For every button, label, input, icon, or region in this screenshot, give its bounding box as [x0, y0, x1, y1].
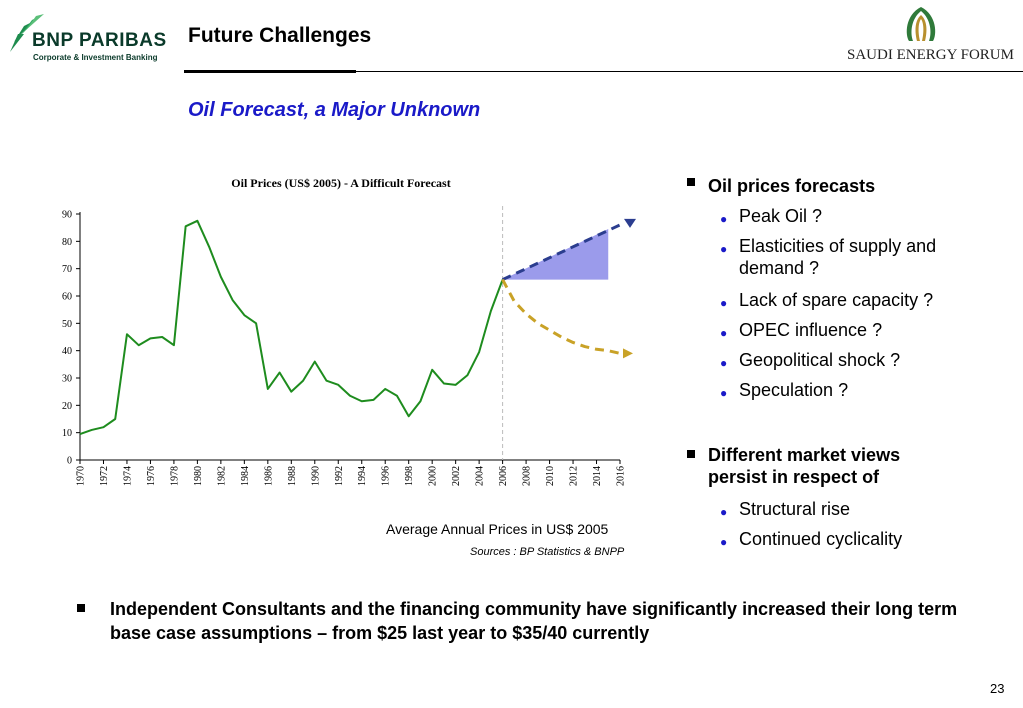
x-tick-label: 2016 [616, 466, 627, 486]
x-tick-label: 1970 [76, 466, 87, 486]
y-tick-label: 30 [62, 374, 72, 385]
bottom-bullet-text: Independent Consultants and the financin… [110, 599, 958, 643]
x-tick-label: 1994 [357, 466, 368, 486]
page-title: Future Challenges [188, 24, 372, 47]
bullet-square [687, 450, 695, 458]
dot-bullet-icon: ● [720, 505, 728, 519]
x-tick-label: 1972 [99, 466, 110, 486]
y-tick-label: 50 [62, 319, 72, 330]
dot-bullet-icon: ● [720, 296, 728, 310]
dot-bullet-icon: ● [720, 212, 728, 226]
logo-tagline: Corporate & Investment Banking [33, 53, 158, 62]
sub-bullet-item: Structural rise [739, 499, 851, 519]
x-tick-label: 1978 [169, 466, 180, 486]
chart-canvas: Oil Prices (US$ 2005) - A Difficult Fore… [62, 176, 636, 486]
logo-name: BNP PARIBAS [32, 30, 167, 51]
sub-bullet-item: OPEC influence ? [739, 320, 883, 340]
x-tick-label: 1974 [122, 466, 133, 486]
x-tick-label: 2008 [522, 466, 533, 486]
sub-bullet-item: Geopolitical shock ? [739, 350, 901, 370]
x-tick-label: 1984 [240, 466, 251, 486]
dot-bullet-icon: ● [720, 326, 728, 340]
x-tick-label: 1982 [216, 466, 227, 486]
y-tick-label: 10 [62, 428, 72, 439]
oil-price-chart: Oil Prices (US$ 2005) - A Difficult Fore… [40, 170, 640, 510]
x-tick-label: 2004 [475, 466, 486, 486]
dot-bullet-icon: ● [720, 242, 728, 256]
bird-flight-icon [10, 14, 44, 52]
x-tick-label: 1996 [381, 466, 392, 486]
bullet-heading-2: Different market views persist in respec… [708, 445, 901, 487]
leaf-arch-icon [906, 7, 936, 41]
x-tick-label: 1990 [310, 466, 321, 486]
sub-bullet-item: Lack of spare capacity ? [739, 290, 934, 310]
slide-subtitle: Oil Forecast, a Major Unknown [188, 99, 481, 121]
title-rule-thick [184, 70, 356, 73]
chart-title: Oil Prices (US$ 2005) - A Difficult Fore… [231, 176, 450, 190]
low-forecast-line [501, 278, 621, 355]
x-tick-label: 2006 [498, 466, 509, 486]
y-tick-label: 90 [62, 210, 72, 221]
chart-caption: Average Annual Prices in US$ 2005 [386, 521, 609, 537]
x-tick-label: 2010 [545, 466, 556, 486]
bnp-paribas-logo: BNP PARIBAS Corporate & Investment Banki… [6, 10, 176, 70]
y-tick-label: 60 [62, 292, 72, 303]
x-tick-label: 1992 [334, 466, 345, 486]
bullet-heading-1: Oil prices forecasts [708, 176, 876, 196]
sub-bullet-item: Peak Oil ? [739, 206, 823, 226]
chart-sources: Sources : BP Statistics & BNPP [470, 546, 625, 558]
historical-price-line [79, 219, 504, 435]
dot-bullet-icon: ● [720, 386, 728, 400]
x-tick-label: 1988 [287, 466, 298, 486]
x-tick-label: 2014 [592, 466, 603, 486]
x-tick-label: 2002 [451, 466, 462, 486]
y-tick-label: 20 [62, 401, 72, 412]
x-tick-label: 2012 [569, 466, 580, 486]
bullet-square [687, 178, 695, 186]
dot-bullet-icon: ● [720, 356, 728, 370]
sub-bullet-item: Speculation ? [739, 380, 849, 400]
sub-bullet-item: Elasticities of supply and demand ? [739, 236, 937, 278]
high-forecast-line [501, 223, 621, 281]
bullet-square [77, 604, 85, 612]
y-tick-label: 80 [62, 237, 72, 248]
y-tick-label: 70 [62, 264, 72, 275]
x-tick-label: 1986 [263, 466, 274, 486]
x-tick-label: 1976 [146, 466, 157, 486]
low-forecast-arrowhead [623, 348, 633, 359]
saudi-energy-forum-logo: SAUDI ENERGY FORUM [843, 5, 1018, 67]
title-rule-thin [356, 71, 1023, 72]
sub-bullet-item: Continued cyclicality [739, 529, 903, 549]
dot-bullet-icon: ● [720, 535, 728, 549]
page-number: 23 [990, 681, 1005, 696]
x-tick-label: 2000 [428, 466, 439, 486]
high-forecast-arrowhead [624, 218, 636, 228]
logo-name: SAUDI ENERGY FORUM [847, 47, 1014, 63]
x-tick-label: 1980 [193, 466, 204, 486]
x-tick-label: 1998 [404, 466, 415, 486]
y-tick-label: 40 [62, 346, 72, 357]
y-tick-label: 0 [67, 456, 72, 467]
